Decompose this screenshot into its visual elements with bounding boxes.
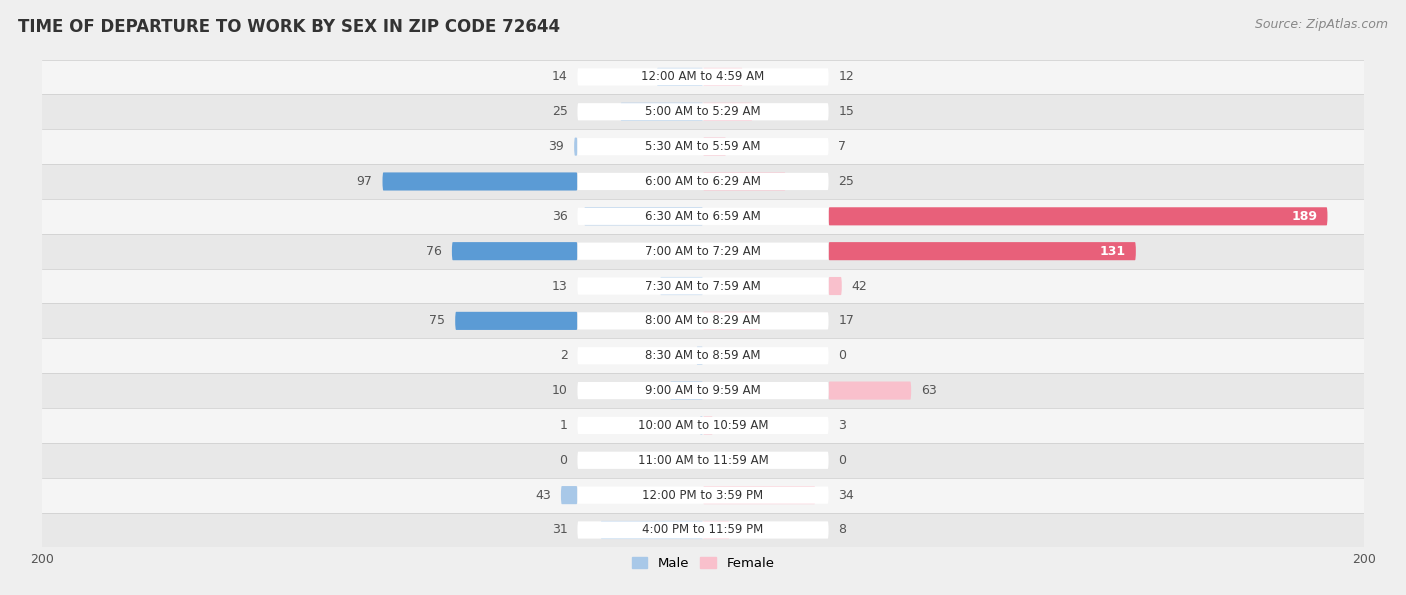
FancyBboxPatch shape — [574, 137, 578, 156]
FancyBboxPatch shape — [828, 381, 911, 400]
FancyBboxPatch shape — [42, 373, 1364, 408]
FancyBboxPatch shape — [703, 312, 759, 330]
FancyBboxPatch shape — [578, 487, 828, 504]
FancyBboxPatch shape — [42, 164, 1364, 199]
FancyBboxPatch shape — [620, 103, 703, 121]
FancyBboxPatch shape — [578, 103, 828, 120]
FancyBboxPatch shape — [600, 521, 703, 539]
Text: 12:00 AM to 4:59 AM: 12:00 AM to 4:59 AM — [641, 70, 765, 83]
FancyBboxPatch shape — [703, 137, 725, 156]
Text: 8: 8 — [838, 524, 846, 537]
Text: 5:00 AM to 5:29 AM: 5:00 AM to 5:29 AM — [645, 105, 761, 118]
Text: 15: 15 — [838, 105, 855, 118]
FancyBboxPatch shape — [451, 242, 578, 260]
Text: 25: 25 — [838, 175, 855, 188]
FancyBboxPatch shape — [659, 277, 703, 295]
FancyBboxPatch shape — [42, 512, 1364, 547]
Text: 39: 39 — [548, 140, 564, 153]
Text: 34: 34 — [838, 488, 855, 502]
FancyBboxPatch shape — [578, 208, 828, 225]
Text: 0: 0 — [560, 454, 568, 466]
FancyBboxPatch shape — [578, 243, 828, 260]
FancyBboxPatch shape — [703, 173, 786, 190]
Text: 75: 75 — [429, 314, 446, 327]
Text: 25: 25 — [551, 105, 568, 118]
Text: 1: 1 — [560, 419, 568, 432]
Text: 31: 31 — [551, 524, 568, 537]
FancyBboxPatch shape — [42, 478, 1364, 512]
FancyBboxPatch shape — [703, 521, 730, 539]
FancyBboxPatch shape — [578, 347, 828, 364]
FancyBboxPatch shape — [703, 68, 742, 86]
Legend: Male, Female: Male, Female — [626, 552, 780, 575]
FancyBboxPatch shape — [696, 347, 703, 365]
Text: 13: 13 — [551, 280, 568, 293]
FancyBboxPatch shape — [42, 129, 1364, 164]
FancyBboxPatch shape — [583, 207, 703, 226]
Text: 7: 7 — [838, 140, 846, 153]
Text: 0: 0 — [838, 349, 846, 362]
FancyBboxPatch shape — [578, 417, 828, 434]
Text: 12:00 PM to 3:59 PM: 12:00 PM to 3:59 PM — [643, 488, 763, 502]
Text: 10:00 AM to 10:59 AM: 10:00 AM to 10:59 AM — [638, 419, 768, 432]
Text: 14: 14 — [551, 70, 568, 83]
FancyBboxPatch shape — [657, 68, 703, 86]
Text: 8:00 AM to 8:29 AM: 8:00 AM to 8:29 AM — [645, 314, 761, 327]
Text: 10: 10 — [551, 384, 568, 397]
FancyBboxPatch shape — [828, 242, 1136, 260]
FancyBboxPatch shape — [42, 303, 1364, 339]
Text: 0: 0 — [838, 454, 846, 466]
Text: 9:00 AM to 9:59 AM: 9:00 AM to 9:59 AM — [645, 384, 761, 397]
FancyBboxPatch shape — [382, 173, 578, 190]
FancyBboxPatch shape — [561, 486, 578, 504]
Text: Source: ZipAtlas.com: Source: ZipAtlas.com — [1254, 18, 1388, 31]
Text: 131: 131 — [1099, 245, 1126, 258]
FancyBboxPatch shape — [578, 521, 828, 538]
FancyBboxPatch shape — [703, 486, 815, 504]
Text: 11:00 AM to 11:59 AM: 11:00 AM to 11:59 AM — [638, 454, 768, 466]
FancyBboxPatch shape — [700, 416, 703, 434]
Text: 4:00 PM to 11:59 PM: 4:00 PM to 11:59 PM — [643, 524, 763, 537]
FancyBboxPatch shape — [42, 60, 1364, 95]
Text: 5:30 AM to 5:59 AM: 5:30 AM to 5:59 AM — [645, 140, 761, 153]
Text: 7:00 AM to 7:29 AM: 7:00 AM to 7:29 AM — [645, 245, 761, 258]
Text: 189: 189 — [1292, 210, 1317, 223]
Text: 6:30 AM to 6:59 AM: 6:30 AM to 6:59 AM — [645, 210, 761, 223]
Text: 7:30 AM to 7:59 AM: 7:30 AM to 7:59 AM — [645, 280, 761, 293]
Text: 2: 2 — [560, 349, 568, 362]
FancyBboxPatch shape — [42, 339, 1364, 373]
FancyBboxPatch shape — [703, 103, 752, 121]
FancyBboxPatch shape — [578, 312, 828, 330]
FancyBboxPatch shape — [42, 199, 1364, 234]
FancyBboxPatch shape — [578, 68, 828, 86]
Text: 3: 3 — [838, 419, 846, 432]
Text: 42: 42 — [852, 280, 868, 293]
FancyBboxPatch shape — [456, 312, 578, 330]
FancyBboxPatch shape — [703, 416, 713, 434]
FancyBboxPatch shape — [828, 207, 1327, 226]
Text: 97: 97 — [357, 175, 373, 188]
Text: 43: 43 — [536, 488, 551, 502]
Text: 63: 63 — [921, 384, 936, 397]
Text: 6:00 AM to 6:29 AM: 6:00 AM to 6:29 AM — [645, 175, 761, 188]
FancyBboxPatch shape — [578, 452, 828, 469]
FancyBboxPatch shape — [42, 234, 1364, 268]
Text: 12: 12 — [838, 70, 855, 83]
FancyBboxPatch shape — [578, 138, 828, 155]
FancyBboxPatch shape — [828, 277, 842, 295]
Text: 17: 17 — [838, 314, 855, 327]
Text: 36: 36 — [551, 210, 568, 223]
Text: 8:30 AM to 8:59 AM: 8:30 AM to 8:59 AM — [645, 349, 761, 362]
FancyBboxPatch shape — [42, 95, 1364, 129]
Text: TIME OF DEPARTURE TO WORK BY SEX IN ZIP CODE 72644: TIME OF DEPARTURE TO WORK BY SEX IN ZIP … — [18, 18, 561, 36]
Text: 76: 76 — [426, 245, 441, 258]
FancyBboxPatch shape — [578, 277, 828, 295]
FancyBboxPatch shape — [42, 408, 1364, 443]
FancyBboxPatch shape — [578, 382, 828, 399]
FancyBboxPatch shape — [578, 173, 828, 190]
FancyBboxPatch shape — [42, 268, 1364, 303]
FancyBboxPatch shape — [42, 443, 1364, 478]
FancyBboxPatch shape — [669, 381, 703, 400]
